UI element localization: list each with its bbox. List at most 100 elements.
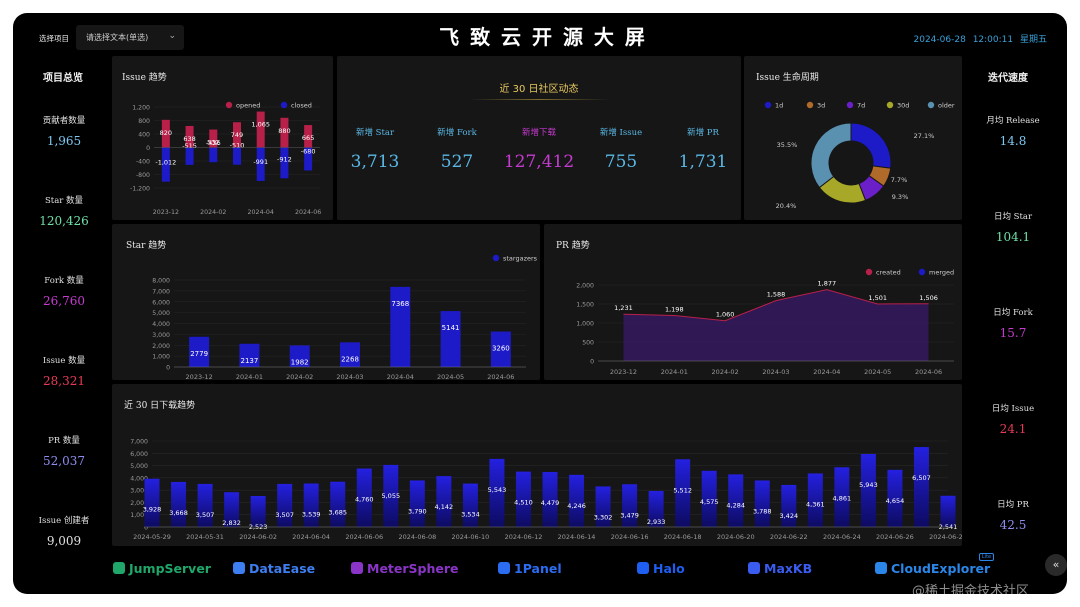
- x-tick-label: 2024-02: [712, 368, 739, 376]
- download-bar: [197, 483, 213, 527]
- opened-legend-marker: [225, 101, 233, 109]
- download-data-label: 4,142: [435, 503, 454, 511]
- download-data-label: 3,539: [302, 511, 321, 519]
- download-data-label: 3,928: [143, 506, 162, 514]
- overview-stat-value: 28,321: [43, 374, 85, 388]
- opened-data-label: 665: [302, 134, 314, 142]
- closed-data-label: -1,012: [155, 159, 176, 167]
- download-bar: [277, 483, 293, 527]
- velocity-stat-value: 14.8: [999, 134, 1027, 148]
- logo-maxkb: MaxKB: [748, 561, 812, 576]
- x-tick-label: 2024-01: [236, 373, 263, 380]
- velocity-stat-label: 月均 Release: [986, 116, 1040, 126]
- y-tick-label: 8,000: [152, 278, 170, 285]
- download-data-label: 6,507: [912, 474, 931, 482]
- velocity-stat-label: 日均 Star: [993, 212, 1033, 222]
- closed-data-label: -912: [277, 155, 292, 163]
- opened-bar: [233, 122, 241, 148]
- download-data-label: 3,302: [594, 513, 613, 521]
- download-data-label: 2,933: [647, 518, 666, 526]
- x-tick-label: 2024-02: [286, 373, 313, 380]
- y-tick-label: 5,000: [152, 310, 170, 317]
- logo-text: 1Panel: [514, 561, 562, 576]
- y-tick-label: 5,000: [130, 463, 148, 470]
- closed-bar: [256, 147, 265, 181]
- collapse-button[interactable]: «: [1045, 554, 1067, 576]
- download-data-label: 4,479: [541, 499, 560, 507]
- velocity-stat-label: 日均 Fork: [993, 308, 1033, 318]
- closed-bar: [161, 147, 170, 182]
- download-data-label: 3,507: [275, 511, 294, 519]
- velocity-title: 迭代速度: [988, 73, 1028, 84]
- lifecycle-3d-legend-marker: [806, 101, 814, 109]
- download-bar: [940, 495, 956, 527]
- star-trend-panel: Star 趋势 8,000 7,000 6,000 5,000 4,000 3,000 2,…: [112, 224, 540, 380]
- closed-bar: [304, 147, 313, 171]
- velocity-stat-value: 24.1: [999, 422, 1027, 436]
- x-tick-label: 2023-12: [610, 368, 637, 376]
- opened-data-label: 749: [231, 131, 243, 139]
- dataease-logo-icon: [233, 562, 245, 574]
- datetime: 2024-06-28 12:00:11 星期五: [914, 32, 1048, 45]
- download-bar: [860, 453, 876, 527]
- slice-7d-label: 9.3%: [892, 193, 909, 201]
- download-bar: [383, 464, 399, 527]
- stargazers-data-label: 2779: [190, 350, 208, 358]
- overview-stat-label: Fork 数量: [44, 276, 84, 286]
- double-chevron-left-icon: «: [1052, 558, 1060, 571]
- download-data-label: 3,424: [779, 512, 798, 520]
- x-tick-label: 2024-06-18: [664, 533, 702, 541]
- download-data-label: 3,534: [461, 511, 480, 519]
- opened-data-label: 820: [160, 129, 172, 137]
- download-data-label: 5,943: [859, 481, 878, 489]
- star-trend-title: Star 趋势: [126, 241, 167, 251]
- issue-lifecycle-chart: 27.1% 7.7% 9.3% 20.4% 35.5% 1d 3d 7d 30d older: [764, 101, 955, 210]
- opened-legend-label: opened: [236, 102, 260, 110]
- download-data-label: 4,510: [514, 499, 533, 507]
- x-tick-label: 2024-06: [295, 209, 321, 216]
- closed-legend-marker: [280, 101, 288, 109]
- overview-stat-value: 26,760: [43, 294, 85, 308]
- closed-data-label: -436: [206, 139, 221, 147]
- download-bar: [807, 473, 823, 527]
- velocity-stat-value: 42.5: [999, 518, 1027, 532]
- logo-text: Halo: [653, 561, 685, 576]
- page-title: 飞 致 云 开 源 大 屏: [439, 25, 647, 49]
- y-tick-label: 500: [582, 340, 594, 347]
- logo-text: CloudExplorer: [891, 561, 991, 576]
- project-select-placeholder: 请选择文本(单选): [86, 33, 149, 42]
- download-bar: [250, 496, 266, 527]
- date-text: 2024-06-28: [913, 35, 966, 45]
- overview-stat-label: Star 数量: [44, 196, 84, 206]
- download-data-label: 4,246: [567, 502, 586, 510]
- overview-stat-label: Issue 数量: [42, 356, 86, 366]
- cloudexplorer-logo-icon: [875, 562, 887, 574]
- x-tick-label: 2024-06: [487, 373, 514, 380]
- download-bar: [409, 480, 425, 527]
- y-tick-label: 4,000: [130, 475, 148, 482]
- pr-data-label: 1,588: [767, 291, 786, 299]
- download-bar: [542, 471, 558, 527]
- lifecycle-1d-legend-label: 1d: [775, 102, 783, 110]
- community--value: 127,412: [503, 152, 575, 172]
- logo-badge: Lite: [978, 553, 995, 561]
- project-select[interactable]: 请选择文本(单选) ⌄: [76, 25, 184, 50]
- created-legend-label: created: [876, 269, 901, 277]
- opened-bar: [161, 119, 170, 148]
- download-data-label: 4,760: [355, 496, 374, 504]
- issue-trend-chart: 1,200 800 400 0 -400 -800 -1,200 820 638 532 749 1,…: [130, 101, 321, 217]
- logo-dataease: DataEase: [233, 561, 315, 576]
- y-tick-label: 2,000: [152, 343, 170, 350]
- lifecycle-7d-legend-marker: [846, 101, 854, 109]
- closed-bar: [209, 147, 218, 163]
- closed-bar: [280, 147, 289, 179]
- download-data-label: 3,685: [328, 509, 347, 517]
- pr-trend-panel: PR 趋势 2,000 1,500 1,000 500 0 1,231 1,198 1,060…: [544, 224, 962, 380]
- y-tick-label: 1,000: [576, 321, 594, 328]
- community-pr-value: 1,731: [678, 152, 728, 172]
- download-bar: [224, 492, 240, 527]
- community-fork-value: 527: [440, 152, 474, 172]
- download-data-label: 3,668: [169, 509, 188, 517]
- slice-1d: [850, 122, 892, 169]
- download-bar: [144, 478, 160, 527]
